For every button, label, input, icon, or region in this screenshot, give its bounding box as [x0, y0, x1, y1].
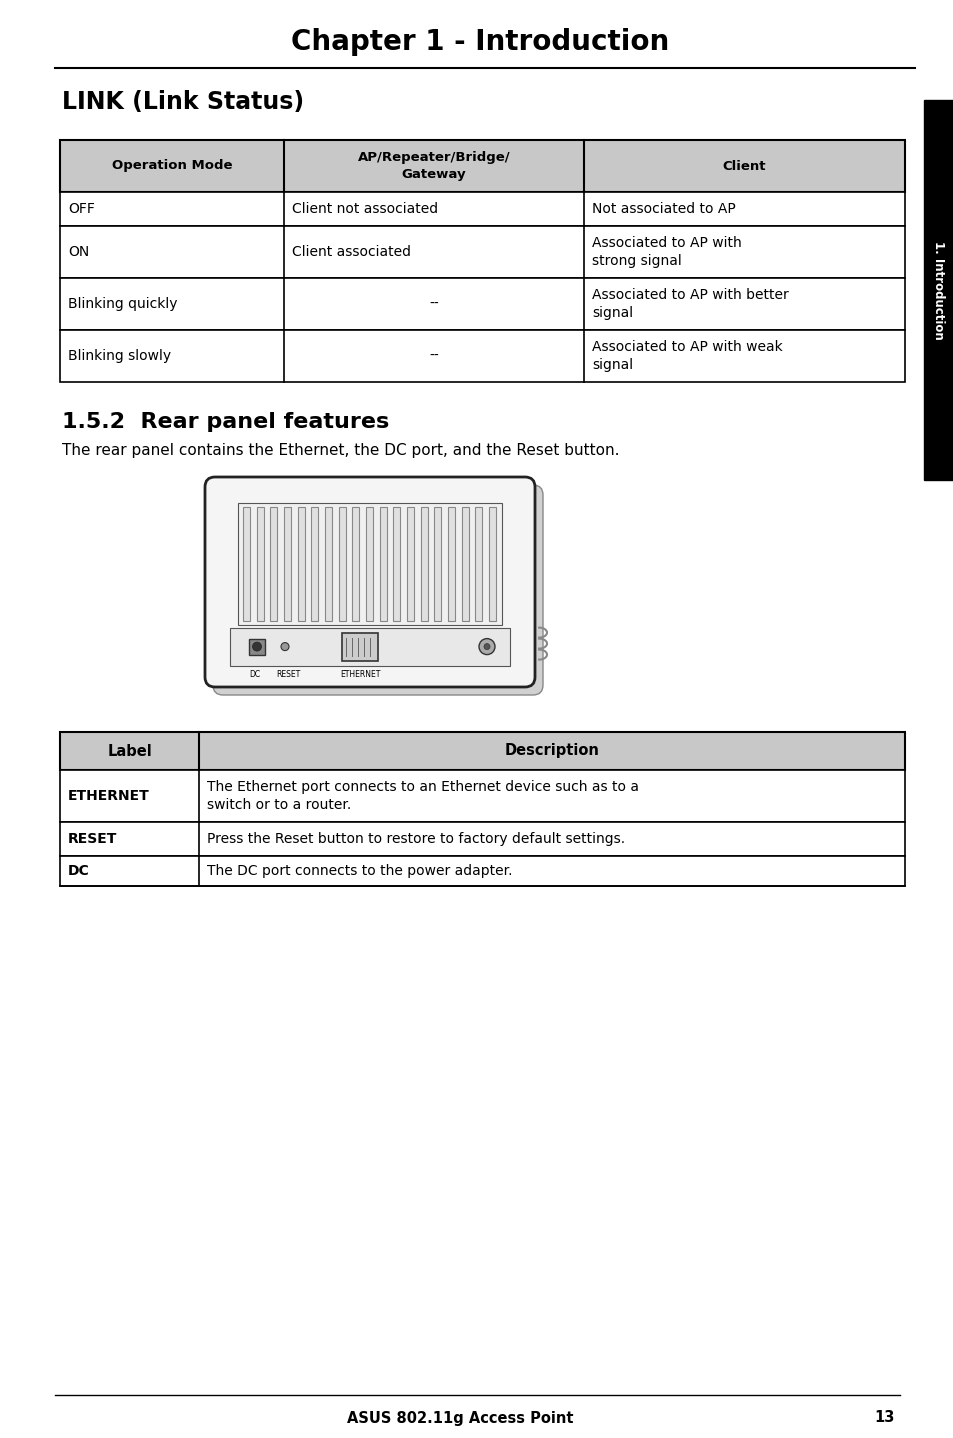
Bar	[60, 329, 904, 383]
Bar	[420, 508, 427, 621]
Text: LINK (Link Status): LINK (Link Status)	[62, 91, 304, 114]
Text: ETHERNET: ETHERNET	[339, 670, 380, 679]
Bar	[60, 823, 904, 856]
Bar	[923, 101, 953, 480]
Text: Press the Reset button to restore to factory default settings.: Press the Reset button to restore to fac…	[207, 833, 625, 846]
Text: Associated to AP with weak
signal: Associated to AP with weak signal	[591, 339, 781, 372]
Text: Associated to AP with better
signal: Associated to AP with better signal	[591, 288, 788, 321]
FancyBboxPatch shape	[205, 477, 535, 687]
Text: Operation Mode: Operation Mode	[112, 160, 232, 173]
Text: Not associated to AP: Not associated to AP	[591, 201, 735, 216]
Bar	[325, 508, 332, 621]
Circle shape	[483, 644, 490, 650]
Text: Client: Client	[722, 160, 765, 173]
Bar	[448, 508, 455, 621]
Bar	[407, 508, 414, 621]
Bar	[393, 508, 400, 621]
Text: RESET: RESET	[68, 833, 117, 846]
Circle shape	[478, 638, 495, 654]
Bar	[366, 508, 373, 621]
Text: --: --	[429, 298, 438, 311]
Text: DC: DC	[249, 670, 260, 679]
Text: Associated to AP with
strong signal: Associated to AP with strong signal	[591, 236, 740, 269]
Bar	[60, 193, 904, 226]
Bar	[338, 508, 345, 621]
Bar	[311, 508, 318, 621]
Bar	[237, 503, 501, 624]
Bar	[60, 856, 904, 886]
Text: Client not associated: Client not associated	[292, 201, 437, 216]
Text: Chapter 1 - Introduction: Chapter 1 - Introduction	[291, 27, 668, 56]
Text: ON: ON	[68, 244, 90, 259]
Bar	[60, 278, 904, 329]
Text: Label: Label	[108, 743, 152, 758]
Bar	[60, 139, 904, 193]
Bar	[284, 508, 291, 621]
Text: Blinking quickly: Blinking quickly	[68, 298, 177, 311]
Circle shape	[253, 643, 261, 651]
Text: The DC port connects to the power adapter.: The DC port connects to the power adapte…	[207, 864, 513, 879]
Text: The Ethernet port connects to an Ethernet device such as to a
switch or to a rou: The Ethernet port connects to an Etherne…	[207, 779, 639, 812]
Text: RESET: RESET	[275, 670, 300, 679]
Text: AP/Repeater/Bridge/
Gateway: AP/Repeater/Bridge/ Gateway	[357, 151, 510, 181]
Bar	[60, 732, 904, 769]
Text: 1.5.2  Rear panel features: 1.5.2 Rear panel features	[62, 413, 389, 431]
Text: Description: Description	[504, 743, 599, 758]
Text: ETHERNET: ETHERNET	[68, 789, 150, 802]
Text: OFF: OFF	[68, 201, 94, 216]
Text: Client associated: Client associated	[292, 244, 411, 259]
Text: DC: DC	[68, 864, 90, 879]
Bar	[243, 508, 250, 621]
Bar	[461, 508, 468, 621]
Bar	[352, 508, 359, 621]
Bar	[256, 508, 263, 621]
Text: Blinking slowly: Blinking slowly	[68, 349, 171, 362]
Text: 13: 13	[874, 1411, 894, 1425]
FancyBboxPatch shape	[213, 485, 542, 695]
Text: --: --	[429, 349, 438, 362]
Bar	[270, 508, 277, 621]
Bar	[60, 226, 904, 278]
Bar	[60, 769, 904, 823]
Bar	[249, 638, 265, 654]
Bar	[297, 508, 304, 621]
Bar	[434, 508, 441, 621]
Text: 1. Introduction: 1. Introduction	[931, 240, 944, 339]
Bar	[230, 627, 510, 666]
Bar	[379, 508, 386, 621]
Circle shape	[281, 643, 289, 650]
Bar	[475, 508, 482, 621]
Bar	[489, 508, 496, 621]
Text: ASUS 802.11g Access Point: ASUS 802.11g Access Point	[346, 1411, 573, 1425]
Text: The rear panel contains the Ethernet, the DC port, and the Reset button.: The rear panel contains the Ethernet, th…	[62, 443, 618, 457]
Bar	[341, 633, 377, 660]
